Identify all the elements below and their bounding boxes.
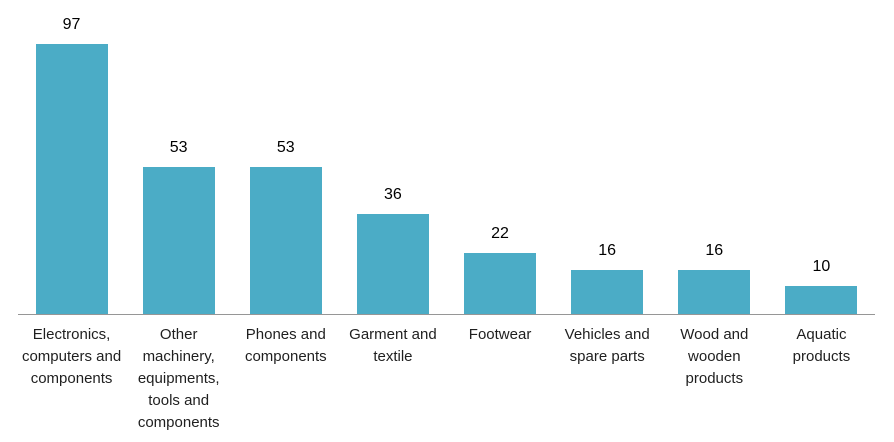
bar-value-label: 10: [812, 258, 831, 276]
plot-area: 97 53 53 36 22 16 16 10: [18, 0, 875, 315]
category-label-cell: Footwear: [447, 315, 554, 434]
chart-column: 97: [18, 0, 125, 314]
category-label-cell: Phones and components: [232, 315, 339, 434]
bar: [249, 166, 322, 314]
bar-value-label: 16: [705, 241, 724, 259]
bar-value-label: 22: [491, 224, 509, 242]
bar-value-label: 36: [384, 185, 402, 203]
category-label: Wood and wooden products: [680, 326, 749, 387]
category-label-cell: Wood and wooden products: [661, 315, 768, 434]
category-label-cell: Electronics, computers and components: [18, 315, 125, 434]
chart-column: 53: [232, 0, 339, 314]
bar-value-label: 16: [598, 241, 617, 259]
bar-value-label: 53: [276, 138, 295, 156]
chart-column: 10: [768, 0, 875, 314]
bar: [356, 213, 429, 314]
category-label: Footwear: [468, 326, 532, 343]
category-axis: Electronics, computers and components Ot…: [18, 315, 875, 434]
chart-column: 22: [447, 0, 554, 314]
category-label-cell: Garment and textile: [339, 315, 446, 434]
category-label: Vehicles and spare parts: [564, 326, 650, 365]
bar: [678, 269, 751, 314]
bar: [142, 166, 215, 314]
category-label-cell: Vehicles and spare parts: [554, 315, 661, 434]
chart-column: 36: [339, 0, 446, 314]
bar: [785, 286, 858, 314]
bar-value-label: 53: [169, 138, 188, 156]
category-label: Aquatic products: [792, 326, 851, 365]
category-label-cell: Aquatic products: [768, 315, 875, 434]
bar: [35, 44, 108, 314]
bar: [464, 252, 537, 314]
bar-value-label: 97: [62, 16, 81, 33]
category-label: Electronics, computers and components: [21, 326, 122, 387]
category-label: Phones and components: [244, 326, 327, 365]
category-label: Other machinery, equipments, tools and c…: [137, 326, 220, 431]
chart-column: 16: [554, 0, 661, 314]
category-label-cell: Other machinery, equipments, tools and c…: [125, 315, 232, 434]
category-label: Garment and textile: [349, 326, 437, 365]
bar: [571, 269, 644, 314]
chart-column: 16: [661, 0, 768, 314]
chart-column: 53: [125, 0, 232, 314]
